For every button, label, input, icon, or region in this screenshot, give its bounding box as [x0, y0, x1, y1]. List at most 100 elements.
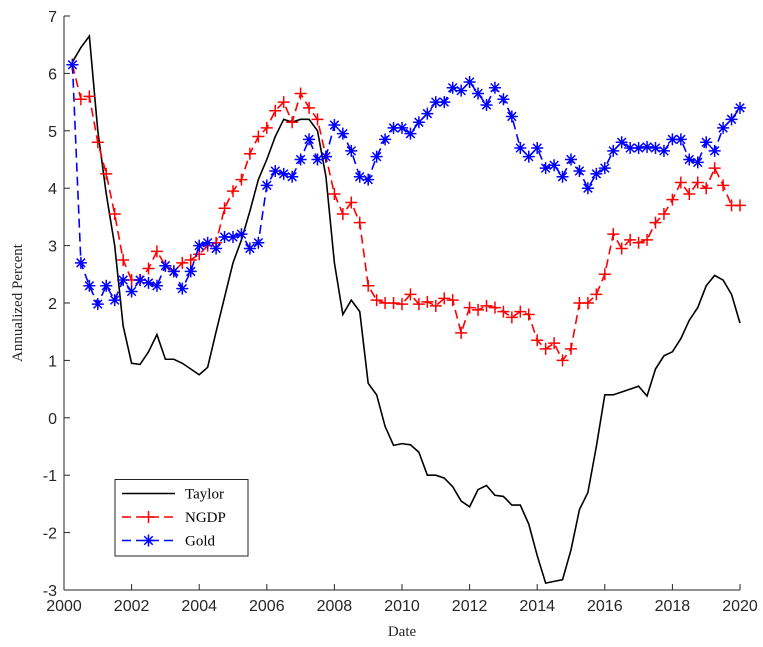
marker [548, 337, 561, 350]
marker [235, 228, 248, 241]
marker [328, 119, 341, 132]
marker [412, 298, 425, 311]
marker [252, 236, 265, 249]
marker [336, 127, 349, 140]
x-tick-label: 2016 [587, 598, 623, 615]
marker [201, 236, 214, 249]
x-tick-label: 2002 [114, 598, 150, 615]
marker [539, 342, 552, 355]
marker [74, 256, 87, 269]
marker [336, 208, 349, 221]
marker [514, 142, 527, 155]
x-tick-label: 2018 [655, 598, 691, 615]
marker [674, 133, 687, 146]
marker [488, 81, 501, 94]
marker [531, 334, 544, 347]
marker [66, 58, 79, 71]
marker [438, 292, 451, 305]
marker [370, 150, 383, 163]
y-tick-label: 5 [48, 124, 57, 141]
legend-label: Taylor [185, 487, 224, 503]
x-tick-label: 2012 [452, 598, 488, 615]
marker [624, 142, 637, 155]
x-tick-label: 2008 [317, 598, 353, 615]
marker [142, 276, 155, 289]
marker [269, 104, 282, 117]
marker [404, 288, 417, 301]
marker [632, 142, 645, 155]
marker [294, 87, 307, 100]
marker [218, 230, 231, 243]
marker [556, 354, 569, 367]
marker [277, 96, 290, 109]
marker [480, 299, 493, 312]
marker [649, 216, 662, 229]
marker [438, 96, 451, 109]
y-tick-label: 7 [48, 9, 57, 26]
marker [497, 93, 510, 106]
marker [463, 301, 476, 314]
marker [734, 199, 746, 212]
x-axis-label: Date [388, 624, 417, 640]
marker [370, 294, 383, 307]
marker [243, 147, 256, 160]
marker [615, 136, 628, 149]
marker [463, 76, 476, 89]
marker [590, 167, 603, 180]
series-line [71, 33, 741, 585]
marker [277, 167, 290, 180]
y-tick-label: 3 [48, 239, 57, 256]
series-line [71, 64, 740, 362]
marker [260, 121, 273, 134]
marker [303, 133, 316, 146]
marker [666, 193, 679, 206]
marker [396, 121, 408, 134]
series-line [71, 64, 741, 307]
x-tick-label: 2006 [249, 598, 285, 615]
y-tick-label: 0 [48, 411, 57, 428]
marker [607, 228, 620, 241]
marker [235, 173, 248, 186]
marker [100, 279, 113, 292]
marker [421, 107, 434, 120]
marker [615, 242, 628, 255]
marker [641, 233, 654, 246]
marker [505, 110, 518, 123]
marker [598, 268, 611, 281]
marker [362, 173, 375, 186]
legend-label: NGDP [185, 510, 226, 526]
marker [150, 245, 163, 258]
y-tick-label: 2 [48, 296, 57, 313]
marker [142, 511, 155, 523]
marker [362, 279, 375, 292]
x-tick-label: 2010 [384, 598, 420, 615]
marker [421, 295, 434, 308]
marker [472, 303, 485, 316]
marker [429, 299, 442, 312]
marker [455, 84, 468, 97]
marker [708, 144, 721, 157]
x-tick-label: 2014 [519, 598, 555, 615]
marker [117, 274, 130, 287]
marker [632, 236, 645, 249]
y-tick-label: 4 [48, 181, 57, 198]
marker [345, 144, 358, 157]
marker [708, 162, 721, 175]
y-axis-label: Annualized Percent [10, 243, 26, 362]
marker [74, 93, 87, 106]
marker [607, 144, 620, 157]
marker [227, 185, 239, 198]
marker [345, 196, 358, 209]
marker [108, 294, 121, 307]
marker [700, 136, 713, 149]
marker [446, 294, 459, 307]
marker [657, 208, 670, 221]
x-tick-label: 2004 [181, 598, 217, 615]
marker [429, 96, 442, 109]
marker [286, 170, 299, 183]
marker [210, 242, 223, 255]
marker [446, 81, 459, 94]
marker [700, 182, 713, 195]
marker [184, 253, 197, 266]
